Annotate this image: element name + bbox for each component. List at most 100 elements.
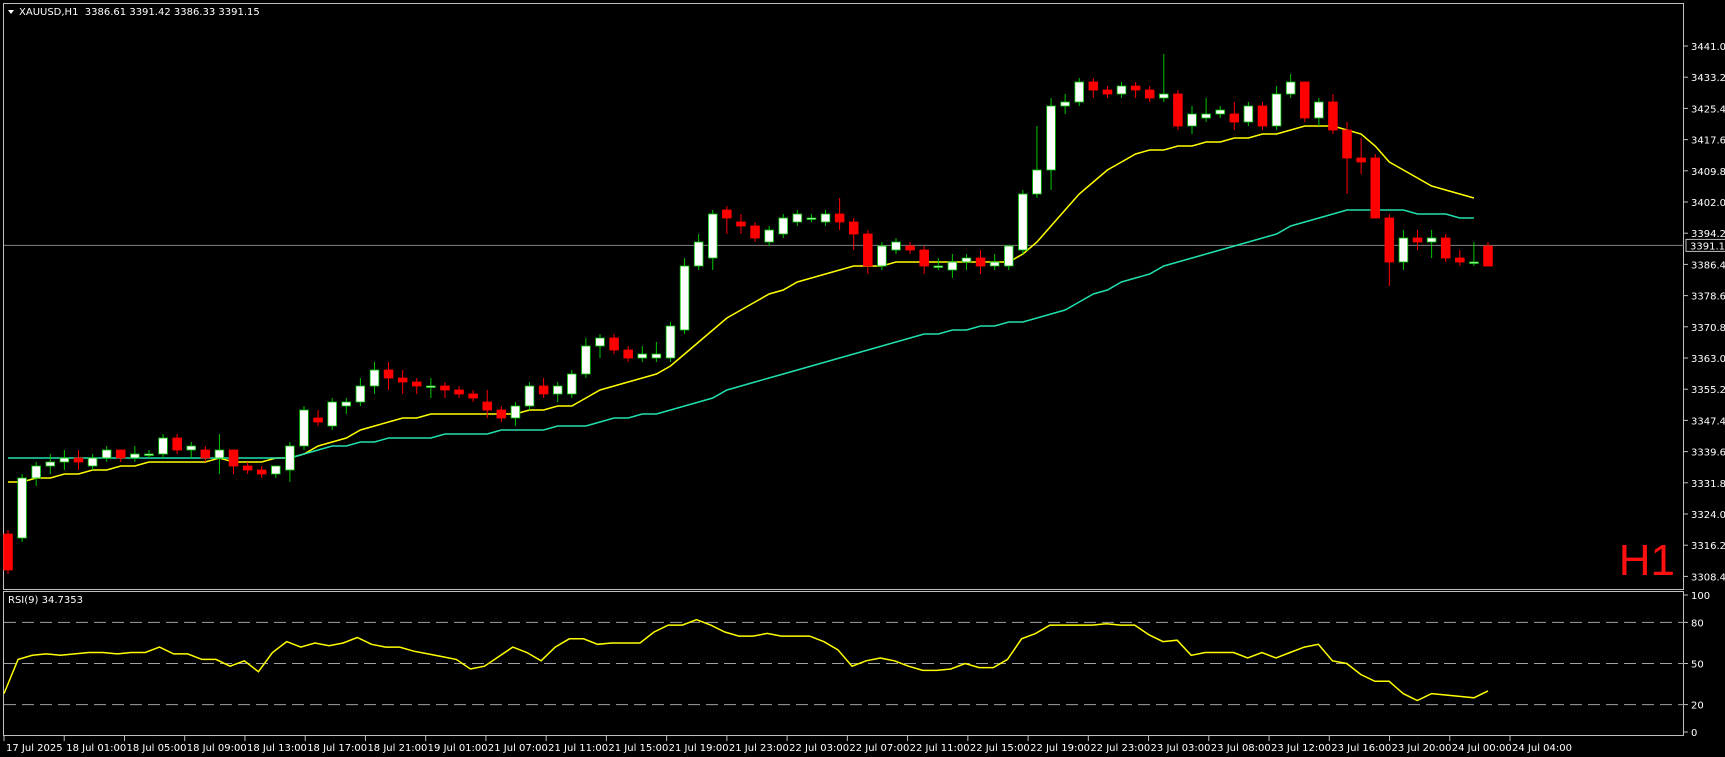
bull-candle-body <box>933 265 944 268</box>
bull-candle-body <box>101 449 112 459</box>
candle <box>567 370 577 398</box>
candle <box>1088 78 1099 98</box>
bull-candle-body <box>1032 169 1042 195</box>
bear-candle-body <box>440 385 450 391</box>
candle <box>905 242 915 254</box>
rsi-tick-label: 100 <box>1691 591 1710 602</box>
candle <box>200 446 211 462</box>
candle <box>792 210 803 226</box>
bull-candle-body <box>327 401 337 427</box>
bull-candle-body <box>1271 93 1282 127</box>
candle <box>863 230 873 274</box>
bull-candle-body <box>144 453 154 456</box>
candle <box>552 382 563 402</box>
bear-candle-body <box>750 225 760 239</box>
candle <box>397 370 408 394</box>
bear-candle-body <box>3 533 13 571</box>
candle <box>1229 102 1240 130</box>
candle <box>975 250 986 274</box>
rsi-series <box>3 618 1489 702</box>
time-tick-label: 17 Jul 2025 <box>6 743 63 754</box>
price-tick-label: 3331.80 <box>1691 479 1725 490</box>
bear-candle-body <box>1370 157 1381 219</box>
rsi-level-lines: 100 80 50 20 0 <box>4 591 1710 739</box>
bull-candle-body <box>1243 105 1254 123</box>
bull-candle-body <box>45 461 56 467</box>
bull-candle-body <box>707 213 718 259</box>
price-tick-label: 3425.40 <box>1691 104 1725 115</box>
bear-candle-body <box>863 233 873 267</box>
candlestick-series <box>3 54 1493 574</box>
bear-candle-body <box>1173 93 1183 127</box>
rsi-header: RSI(9) 34.7353 <box>8 595 83 606</box>
candle <box>454 386 464 398</box>
bear-candle-body <box>1102 89 1113 95</box>
bull-candle-body <box>792 213 803 223</box>
bull-candle-body <box>1018 193 1028 251</box>
bull-candle-body <box>595 337 605 347</box>
bear-candle-body <box>172 437 182 451</box>
price-tick-label: 3316.20 <box>1691 541 1725 552</box>
current-price-label: 3391.15 <box>1690 241 1725 252</box>
rsi-tick-label: 80 <box>1691 618 1704 629</box>
candle <box>1032 126 1042 198</box>
time-tick-label: 23 Jul 16:00 <box>1331 743 1391 754</box>
bull-candle-body <box>1398 237 1409 263</box>
candle <box>242 462 253 474</box>
time-tick-label: 22 Jul 11:00 <box>910 743 970 754</box>
bear-candle-body <box>1130 85 1141 91</box>
symbol-dropdown[interactable]: XAUUSD,H1 3386.61 3391.42 3386.33 3391.1… <box>8 7 260 18</box>
bear-candle-body <box>200 449 211 459</box>
candle <box>1469 242 1479 266</box>
bull-candle-body <box>1187 113 1197 127</box>
bull-candle-body <box>1201 113 1211 119</box>
bull-candle-body <box>31 465 41 479</box>
candle <box>327 398 337 430</box>
time-tick-label: 21 Jul 23:00 <box>729 743 789 754</box>
bull-candle-body <box>1314 101 1324 119</box>
price-tick-label: 3347.40 <box>1691 416 1725 427</box>
candle <box>59 450 70 470</box>
bear-candle-body <box>115 449 126 459</box>
rsi-line <box>3 618 1489 702</box>
candle <box>538 378 549 398</box>
bear-candle-body <box>1440 237 1451 259</box>
bear-candle-body <box>834 213 845 223</box>
bull-candle-body <box>158 437 168 455</box>
moving-averages <box>8 125 1475 483</box>
time-tick-label: 23 Jul 12:00 <box>1271 743 1331 754</box>
bear-candle-body <box>73 457 84 463</box>
candle <box>1144 86 1155 102</box>
candle <box>228 449 239 474</box>
bull-candle-body <box>341 401 352 407</box>
candle <box>369 362 380 394</box>
candle <box>834 198 845 230</box>
bear-candle-body <box>454 389 464 395</box>
candle <box>313 410 323 426</box>
time-tick-label: 18 Jul 01:00 <box>66 743 126 754</box>
candle <box>482 390 493 418</box>
candle <box>1299 81 1310 122</box>
bull-candle-body <box>552 385 563 395</box>
bear-candle-body <box>975 257 986 267</box>
bull-candle-body <box>130 453 140 459</box>
bear-candle-body <box>722 209 732 219</box>
bull-candle-body <box>1074 81 1085 103</box>
candle <box>806 214 817 222</box>
time-axis: 17 Jul 2025 18 Jul 01:00 18 Jul 05:00 18 Ju… <box>3 736 1572 754</box>
candle <box>1412 230 1423 250</box>
candle <box>679 258 690 334</box>
bull-candle-body <box>891 241 901 251</box>
price-tick-label: 3355.20 <box>1691 385 1725 396</box>
candle <box>989 254 1000 270</box>
rsi-tick-label: 50 <box>1691 660 1704 671</box>
time-tick-label: 24 Jul 00:00 <box>1452 743 1512 754</box>
candle <box>736 214 746 234</box>
candle <box>341 398 352 414</box>
bear-candle-body <box>482 401 493 411</box>
candle <box>158 434 168 458</box>
bull-candle-body <box>59 457 70 463</box>
price-tick-label: 3441.00 <box>1691 42 1725 53</box>
